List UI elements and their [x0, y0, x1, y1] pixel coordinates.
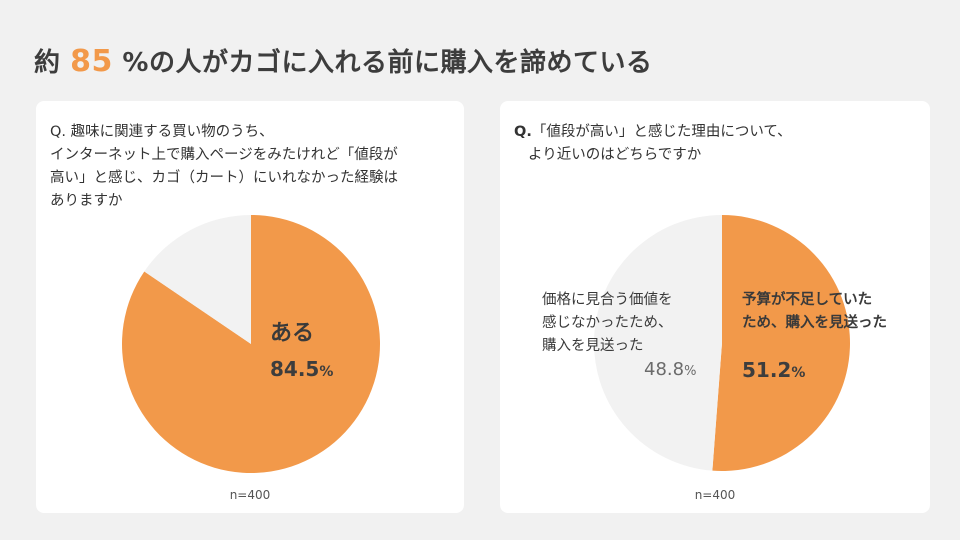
page-title: 約 85 %の人がカゴに入れる前に購入を諦めている: [34, 42, 652, 79]
left-slice-value: 84.5%: [270, 357, 333, 381]
left-question-line-4: ありますか: [50, 193, 123, 209]
left-question-line-2: インターネット上で購入ページをみたけれど「値段が: [50, 147, 398, 163]
title-suffix: %の人がカゴに入れる前に購入を諦めている: [122, 48, 653, 78]
right-right-label-line-2: ため、購入を見送った: [742, 315, 887, 331]
right-left-label-line-1: 価格に見合う価値を: [542, 292, 673, 308]
left-question: Q. 趣味に関連する買い物のうち、 インターネット上で購入ページをみたけれど「値…: [50, 121, 450, 213]
right-right-value-unit: %: [791, 365, 806, 381]
right-card: Q.「値段が高い」と感じた理由について、 より近いのはどちらですか 価格に見合う…: [500, 101, 930, 513]
right-question: Q.「値段が高い」と感じた理由について、 より近いのはどちらですか: [514, 121, 914, 167]
right-left-slice-label: 価格に見合う価値を 感じなかったため、 購入を見送った: [542, 289, 673, 358]
right-question-line-1: 「値段が高い」と感じた理由について、: [531, 124, 792, 140]
title-prefix: 約: [34, 48, 61, 78]
right-right-label-line-1: 予算が不足していた: [742, 292, 873, 308]
right-right-slice-label: 予算が不足していた ため、購入を見送った: [742, 289, 887, 335]
right-question-line-2: より近いのはどちらですか: [528, 147, 702, 163]
left-slice-value-number: 84.5: [270, 357, 320, 381]
right-pie-slice-1: [594, 215, 722, 471]
right-right-slice-value: 51.2%: [742, 358, 805, 382]
right-right-value-number: 51.2: [742, 358, 792, 382]
left-card: Q. 趣味に関連する買い物のうち、 インターネット上で購入ページをみたけれど「値…: [36, 101, 464, 513]
left-slice-name: ある: [270, 321, 315, 346]
right-left-label-line-3: 購入を見送った: [542, 338, 644, 354]
right-sample-size: n=400: [694, 488, 736, 502]
right-pie-chart: [594, 215, 850, 471]
left-question-line-1: Q. 趣味に関連する買い物のうち、: [50, 124, 274, 140]
right-left-value-unit: %: [684, 364, 697, 379]
right-pie-slice-0: [712, 215, 850, 471]
left-question-line-3: 高い」と感じ、カゴ（カート）にいれなかった経験は: [50, 170, 398, 186]
left-slice-value-unit: %: [319, 364, 334, 380]
left-slice-label: ある: [270, 319, 314, 349]
right-left-value-number: 48.8: [644, 359, 685, 380]
title-highlight-number: 85: [70, 44, 113, 79]
right-question-prefix: Q.: [514, 124, 532, 140]
right-left-label-line-2: 感じなかったため、: [542, 315, 673, 331]
left-sample-size: n=400: [229, 488, 271, 502]
left-pie-chart: [122, 215, 380, 473]
right-left-slice-value: 48.8%: [644, 359, 696, 380]
left-pie-slice-1: [144, 215, 251, 344]
